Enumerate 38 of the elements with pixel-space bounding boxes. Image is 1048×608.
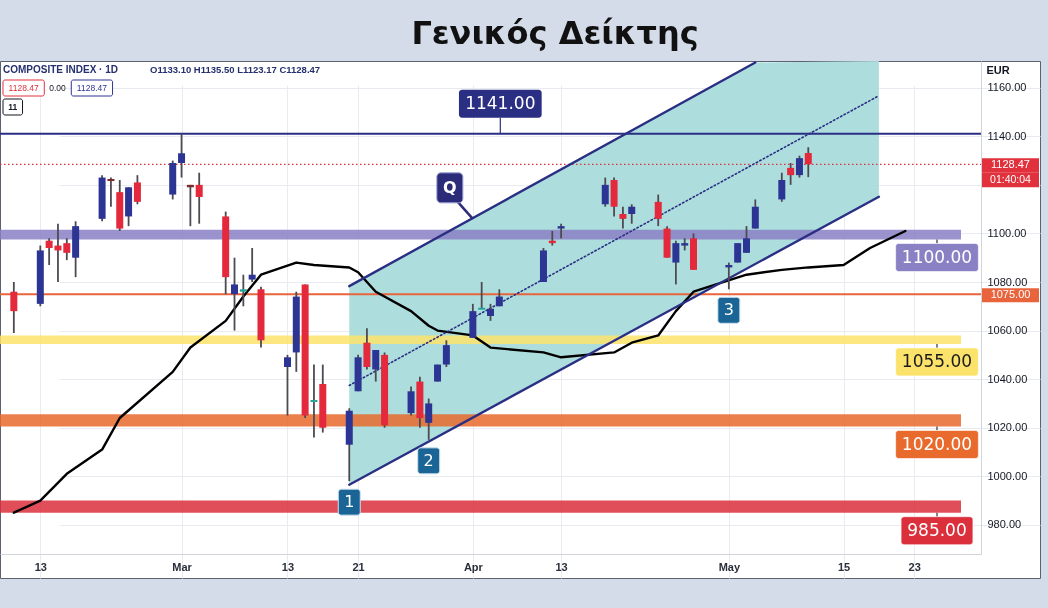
band-label: 1055.00 xyxy=(901,350,973,371)
x-tick-label: 13 xyxy=(555,560,568,573)
y-tick-label: 1000.00 xyxy=(987,469,1028,482)
ref-line-label: 1075.00 xyxy=(990,288,1031,301)
annotation: 0.00 xyxy=(49,83,67,93)
band-label: 1100.00 xyxy=(901,246,973,267)
ref-line-label: 1141.00 xyxy=(465,92,536,113)
y-tick-label: 1060.00 xyxy=(987,324,1028,337)
x-tick-label: 15 xyxy=(837,560,851,573)
y-axis-title: EUR xyxy=(986,63,1010,76)
x-tick-label: 13 xyxy=(34,560,47,573)
x-tick-label: 13 xyxy=(281,560,295,573)
x-tick-label: Mar xyxy=(172,560,193,573)
annotation: 3 xyxy=(723,300,734,320)
y-tick-label: 1140.00 xyxy=(987,129,1027,142)
chart-title: Γενικός Δείκτης xyxy=(411,14,699,52)
x-tick-label: May xyxy=(718,560,741,573)
y-tick-label: 1100.00 xyxy=(987,226,1027,239)
y-tick-label: 1160.00 xyxy=(987,81,1027,94)
text: 01:40:04 xyxy=(990,172,1032,185)
chart-subtitle: COMPOSITE INDEX · 1D xyxy=(3,64,119,75)
annotation: 11 xyxy=(8,102,18,112)
annotation: 1 xyxy=(344,492,355,512)
y-tick-label: 1080.00 xyxy=(987,275,1028,288)
x-tick-label: Apr xyxy=(463,560,484,573)
band-label: 985.00 xyxy=(907,519,967,540)
ref-line-label: 1128.47 xyxy=(991,158,1030,171)
annotation: 1128.47 xyxy=(8,83,39,93)
band-label: 1020.00 xyxy=(901,433,973,454)
y-tick-label: 1040.00 xyxy=(987,372,1028,385)
annotation: Q xyxy=(443,177,457,197)
annotation: 1128.47 xyxy=(76,83,108,93)
y-tick-label: 980.00 xyxy=(987,518,1022,531)
x-tick-label: 23 xyxy=(908,560,921,573)
x-tick-label: 21 xyxy=(352,560,365,573)
annotation: 2 xyxy=(423,450,434,470)
annotation: O1133.10 H1135.50 L1123.17 C1128.47 xyxy=(150,64,321,75)
y-tick-label: 1020.00 xyxy=(987,421,1028,434)
